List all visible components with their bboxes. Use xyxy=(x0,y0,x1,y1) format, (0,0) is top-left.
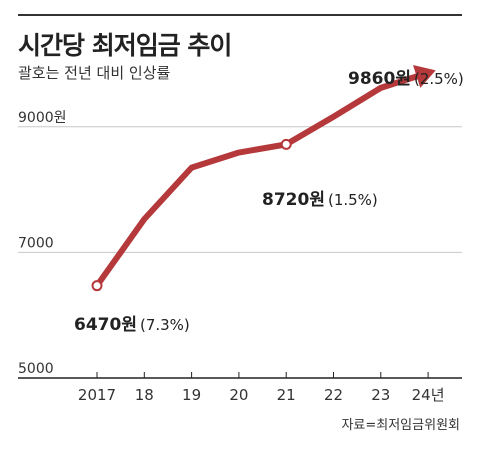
y-tick-label: 9000원 xyxy=(18,110,67,126)
data-point-marker xyxy=(91,280,103,292)
x-tick-label: 21 xyxy=(277,386,296,404)
data-point-marker xyxy=(280,138,292,150)
top-rule xyxy=(18,14,462,16)
chart-subtitle: 괄호는 전년 대비 인상률 xyxy=(18,64,171,82)
chart-title: 시간당 최저임금 추이 xyxy=(18,31,232,60)
data-label: 6470원 (7.3%) xyxy=(74,315,190,335)
x-tick-label: 19 xyxy=(182,386,201,404)
source-note: 자료=최저임금위원회 xyxy=(341,418,460,433)
x-tick-label: 22 xyxy=(324,386,343,404)
data-label: 8720원 (1.5%) xyxy=(262,190,378,210)
y-tick-label: 7000 xyxy=(18,235,54,251)
x-tick-label: 20 xyxy=(229,386,248,404)
series-arrowhead xyxy=(413,64,436,88)
y-tick-label: 5000 xyxy=(18,361,54,377)
series-line xyxy=(94,72,423,289)
x-tick-label: 18 xyxy=(135,386,154,404)
x-tick-label: 23 xyxy=(371,386,390,404)
x-tick-label: 24년 xyxy=(412,386,445,404)
x-tick-label: 2017 xyxy=(78,386,116,404)
data-label: 9860원 (2.5%) xyxy=(348,69,464,89)
